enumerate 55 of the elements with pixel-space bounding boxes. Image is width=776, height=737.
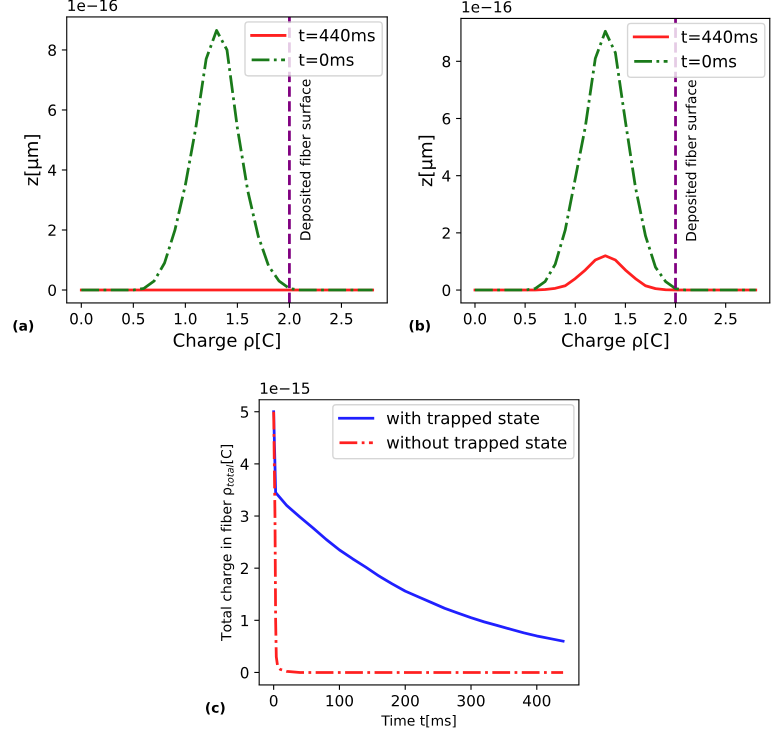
y-tick-label: 4: [48, 164, 56, 176]
x-tick-label: 0.0: [70, 312, 92, 324]
x-tick-label: 2.0: [664, 312, 687, 324]
x-tick-label: 2.5: [330, 312, 352, 324]
text: (c): [206, 702, 225, 714]
x-tick-label: 1.5: [226, 313, 248, 324]
text: 1e−15: [260, 382, 310, 394]
x-axis-title: Charge ρ[C]: [174, 332, 280, 350]
y-tick-label: 5: [240, 406, 248, 418]
line-series: [474, 30, 758, 292]
y-tick-label: 4: [240, 458, 249, 470]
text: (a): [13, 320, 34, 332]
x-axis-title: Charge ρ[C]: [562, 332, 668, 350]
x-tick-label: 1.0: [564, 312, 586, 324]
y-tick-label: 2: [442, 227, 450, 239]
x-tick-label: 0.0: [464, 312, 486, 324]
y-tick-label: 8: [442, 56, 450, 68]
legend-label: t=0ms: [298, 53, 354, 66]
text: 1e−16: [68, 0, 118, 12]
y-axis-title: z[μm]: [24, 135, 42, 186]
x-axis-title: Time t[ms]: [381, 715, 456, 728]
text: 1e−16: [462, 1, 512, 13]
y-tick-label: 1: [241, 614, 248, 626]
ref-line-label: Deposited fiber surface: [300, 79, 314, 240]
x-tick-label: 0.5: [514, 312, 536, 324]
legend-label: t=440ms: [298, 28, 375, 42]
x-tick-label: 200: [392, 694, 419, 707]
legend-label: t=0ms: [681, 54, 736, 68]
x-tick-label: 100: [326, 694, 354, 707]
y-axis-title: Total charge in fiber ρ$_{total}$[C]: [220, 445, 234, 641]
y-tick-label: 3: [240, 510, 248, 522]
y-tick-label: 8: [48, 44, 56, 56]
line-series: [80, 29, 374, 292]
y-tick-label: 0: [48, 284, 56, 296]
x-tick-label: 1.5: [614, 313, 636, 324]
x-tick-label: 0: [270, 694, 278, 707]
x-tick-label: 1.0: [174, 312, 196, 324]
x-tick-label: 2.0: [278, 312, 301, 324]
ref-line-label: Deposited fiber surface: [686, 80, 700, 241]
text: (b): [410, 320, 430, 332]
x-tick-label: 400: [522, 694, 550, 707]
y-tick-label: 6: [442, 112, 450, 125]
legend-label: t=440ms: [681, 30, 758, 43]
x-tick-label: 300: [458, 694, 485, 707]
y-tick-label: 6: [48, 104, 56, 116]
x-tick-label: 2.5: [714, 312, 736, 324]
legend-label: with trapped state: [386, 411, 540, 428]
y-tick-label: 4: [442, 170, 450, 182]
y-axis-title: z[μm]: [418, 136, 436, 186]
y-tick-label: 0: [240, 666, 248, 678]
legend-label: without trapped state: [386, 436, 566, 452]
y-tick-label: 0: [442, 284, 450, 296]
y-tick-label: 2: [240, 562, 248, 574]
x-tick-label: 0.5: [122, 312, 144, 324]
y-tick-label: 2: [48, 224, 56, 236]
